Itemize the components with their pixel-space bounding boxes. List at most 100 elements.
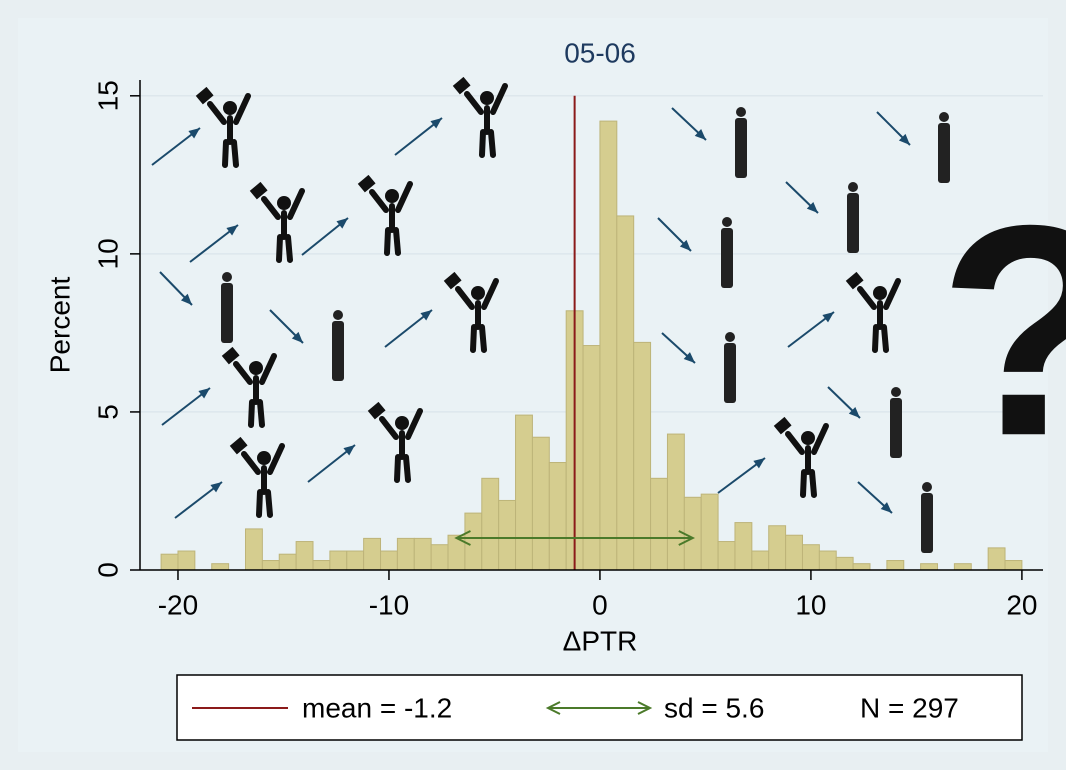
figure-head: [222, 272, 232, 282]
figure-body: [369, 181, 413, 256]
figure-head: [471, 286, 485, 300]
legend-label: N = 297: [860, 692, 959, 723]
bar: [211, 563, 230, 571]
bar: [751, 550, 770, 571]
figure-body: [233, 353, 277, 428]
arrow-head: [226, 225, 238, 236]
bar: [346, 550, 365, 571]
figure-case: [249, 181, 268, 200]
arrow-head: [898, 133, 910, 145]
figure-standing: [735, 107, 747, 178]
bar: [380, 550, 398, 571]
bar: [683, 496, 702, 571]
figure-head: [277, 196, 291, 210]
figure-head: [736, 107, 746, 117]
arrow-head: [336, 218, 348, 229]
figure-head: [333, 310, 343, 320]
arrow-head: [188, 128, 200, 139]
x-tick-label: 0: [592, 589, 608, 620]
figure-head: [891, 387, 901, 397]
y-tick-label: 5: [92, 404, 123, 420]
figure-cheering: [249, 181, 305, 263]
arrow-head: [180, 293, 192, 305]
figure-cheering: [773, 416, 829, 498]
figure-cheering: [195, 86, 251, 168]
figure-body: [847, 193, 859, 253]
figure-head: [722, 217, 732, 227]
arrow-head: [806, 201, 818, 213]
figure-standing: [724, 332, 736, 403]
figure-body: [221, 283, 233, 343]
bar: [734, 522, 753, 571]
arrow-head: [291, 331, 303, 343]
figure-case: [367, 401, 386, 420]
figure-head: [725, 332, 735, 342]
arrow-head: [210, 482, 222, 493]
x-axis-title: ΔPTR: [563, 625, 638, 656]
bar: [886, 560, 905, 571]
figure-standing: [847, 182, 859, 253]
bar: [599, 120, 618, 571]
figure-body: [785, 423, 829, 498]
figure-body: [724, 343, 736, 403]
figure-body: [921, 493, 933, 553]
figure-cheering: [229, 436, 285, 518]
figure-body: [455, 278, 499, 353]
question-mark: ?: [938, 162, 1066, 498]
figure-cheering: [357, 174, 413, 256]
figure-body: [938, 123, 950, 183]
figure-head: [873, 286, 887, 300]
arrow-head: [679, 239, 691, 251]
bar: [650, 477, 668, 571]
bar: [244, 528, 263, 571]
figure-case: [452, 76, 471, 95]
bar: [801, 544, 820, 571]
bar: [329, 550, 348, 571]
arrow-head: [198, 388, 210, 399]
bar: [278, 553, 297, 571]
bar: [515, 414, 533, 571]
figure-head: [801, 431, 815, 445]
graph-region: [18, 18, 1048, 752]
bar: [363, 537, 382, 571]
x-tick-label: -20: [158, 589, 198, 620]
legend-sd-head: [545, 701, 653, 715]
bar: [430, 544, 449, 571]
figure-case: [195, 86, 214, 105]
arrow-head: [880, 502, 892, 513]
arrow-head: [694, 129, 706, 140]
legend-label: sd = 5.6: [664, 692, 764, 723]
figure-head: [939, 112, 949, 122]
bar: [1004, 560, 1023, 571]
figure-head: [848, 182, 858, 192]
bar: [464, 512, 483, 571]
figure-body: [464, 83, 508, 158]
bar: [852, 563, 871, 571]
bar: [768, 525, 787, 571]
figure-head: [922, 482, 932, 492]
bar: [396, 537, 415, 571]
arrow-head: [430, 118, 442, 129]
figure-cheering: [367, 401, 423, 483]
figure-standing: [332, 310, 344, 381]
y-axis-title: Percent: [44, 277, 75, 374]
figure-standing: [890, 387, 902, 458]
figure-head: [480, 91, 494, 105]
bar: [717, 541, 736, 571]
bar: [835, 556, 854, 571]
bar: [531, 436, 550, 571]
figure-case: [221, 346, 240, 365]
bar: [700, 493, 719, 571]
figure-body: [241, 443, 285, 518]
bar: [498, 499, 517, 571]
figure-body: [261, 188, 305, 263]
x-tick-label: -10: [369, 589, 409, 620]
bar: [633, 341, 652, 571]
figure-cheering: [845, 271, 901, 353]
bar: [818, 550, 837, 571]
bar: [987, 547, 1006, 571]
arrow-head: [420, 310, 432, 321]
figure-case: [357, 174, 376, 193]
figure-standing: [921, 482, 933, 553]
bar: [582, 345, 601, 571]
